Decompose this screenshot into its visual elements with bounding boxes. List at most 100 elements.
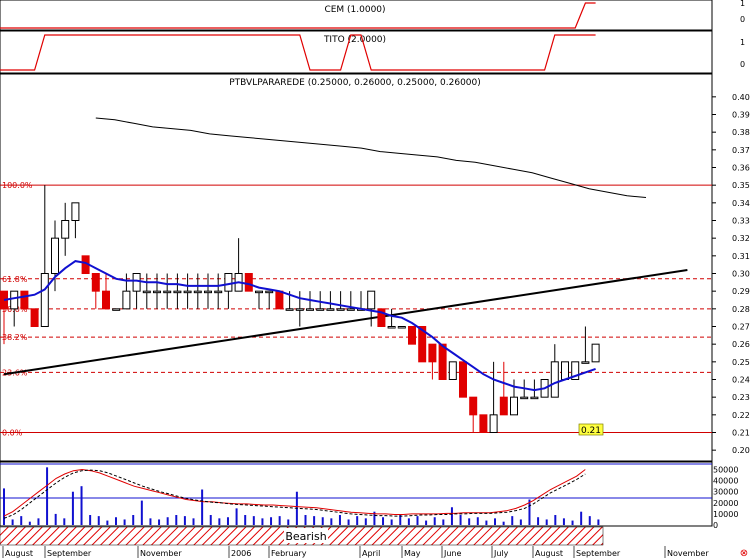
candle-body: [61, 220, 70, 239]
x-axis-label: September: [576, 549, 621, 558]
tito-panel: TITO (2.0000) 1 0: [0, 30, 745, 74]
candle-body: [40, 273, 49, 327]
candle-body: [285, 308, 294, 311]
x-axis-label: August: [5, 549, 33, 558]
signal-strip-label: Bearish: [285, 530, 326, 543]
price-tick-label: 0.22: [732, 411, 750, 420]
current-price-label: 0.21: [581, 426, 601, 436]
candle-body: [469, 396, 478, 416]
price-tick-label: 0.29: [732, 287, 750, 296]
candle-body: [418, 326, 427, 363]
candle-body: [265, 290, 274, 294]
x-axis-label: 2006: [231, 549, 251, 558]
x-axis-label: July: [493, 549, 509, 558]
candle-body: [204, 290, 212, 294]
candle-body: [346, 308, 355, 311]
volume-axis: 50000 40000 30000 20000 10000 0: [713, 466, 738, 530]
candle-body: [183, 290, 192, 294]
candle-body: [377, 308, 386, 328]
price-tick-label: 0.39: [732, 111, 750, 120]
signal-strip: Bearish: [0, 526, 604, 546]
candle-body: [571, 361, 580, 381]
price-tick-label: 0.37: [732, 146, 750, 155]
price-tick-label: 0.31: [732, 252, 750, 261]
price-tick-label: 0.30: [732, 270, 750, 279]
price-tick-label: 0.23: [732, 393, 750, 402]
candle-body: [459, 361, 467, 398]
candle-body: [112, 308, 121, 311]
volume-tick-label: 0: [713, 521, 718, 530]
tito-panel-frame: [0, 30, 713, 74]
price-tick-label: 0.27: [732, 323, 750, 332]
candle-body: [275, 290, 284, 310]
candle-body: [163, 290, 172, 294]
support-trend-line: [3, 268, 688, 376]
x-axis-label: September: [47, 549, 92, 558]
volume-tick-label: 10000: [713, 510, 738, 519]
tito-panel-title: TITO (2.0000): [323, 35, 386, 45]
price-tick-label: 0.36: [732, 164, 750, 173]
price-tick-label: 0.28: [732, 305, 750, 314]
candle-body: [367, 290, 376, 310]
candle-body: [153, 290, 161, 294]
candle-body: [530, 396, 539, 400]
candle-body: [255, 290, 263, 294]
cem-panel: CEM (1.0000) 1 0: [0, 0, 745, 31]
price-panel-title: PTBVLPARAREDE (0.25000, 0.26000, 0.25000…: [229, 78, 481, 88]
candle-body: [244, 273, 253, 292]
price-tick-label: 0.35: [732, 181, 750, 190]
volume-ma-slow: [3, 469, 586, 519]
moving-average-line: [3, 260, 596, 392]
price-tick-label: 0.33: [732, 217, 750, 226]
candle-body: [51, 237, 59, 275]
candle-body: [479, 414, 488, 434]
current-price-box: 0.21: [578, 423, 604, 436]
candle-body: [20, 290, 29, 310]
candle-body: [173, 290, 182, 294]
x-axis-label: February: [271, 549, 307, 558]
cem-signal-line: [0, 2, 596, 29]
current-price-box-bg: [578, 423, 604, 436]
candle-body: [489, 414, 498, 434]
price-tick-label: 0.26: [732, 340, 750, 349]
candle-body: [448, 361, 457, 381]
price-tick-label: 0.34: [732, 199, 750, 208]
volume-panel: 50000 40000 30000 20000 10000 0: [0, 461, 738, 530]
candle-body: [30, 308, 39, 328]
volume-tick-label: 40000: [713, 477, 738, 486]
candle-body: [224, 273, 233, 292]
trend-lines: [3, 117, 688, 376]
candle-body: [336, 308, 345, 311]
candle-body: [499, 396, 508, 416]
x-axis-label: August: [535, 549, 563, 558]
candle-body: [10, 290, 19, 310]
candle-body: [71, 202, 80, 221]
candle-body: [214, 290, 223, 294]
x-axis-label: April: [362, 549, 380, 558]
price-panel-frame: [0, 73, 713, 462]
price-tick-label: 0.40: [732, 93, 750, 102]
x-axis-label: May: [404, 549, 421, 558]
candle-body: [520, 396, 529, 400]
candle-body: [326, 308, 335, 311]
candle-body: [142, 290, 151, 294]
volume-ma-fast: [3, 468, 586, 517]
candle-body: [193, 290, 202, 294]
candle-body: [561, 361, 569, 381]
candle-body: [295, 308, 304, 311]
fib-level-label: 61.8%: [2, 275, 28, 284]
volume-panel-frame: [0, 461, 713, 527]
candle-body: [91, 273, 100, 292]
close-icon[interactable]: ⊗: [740, 548, 748, 558]
price-tick-label: 0.25: [732, 358, 750, 367]
cem-panel-frame: [0, 0, 713, 31]
price-panel: PTBVLPARAREDE (0.25000, 0.26000, 0.25000…: [0, 73, 750, 462]
long-trend-line: [95, 117, 647, 198]
fib-level-label: 0.0%: [2, 429, 23, 438]
price-tick-label: 0.38: [732, 128, 750, 137]
volume-tick-label: 50000: [713, 466, 738, 475]
fib-level-label: 50.0%: [2, 305, 28, 314]
candle-body: [591, 343, 600, 363]
candle-body: [306, 308, 314, 311]
